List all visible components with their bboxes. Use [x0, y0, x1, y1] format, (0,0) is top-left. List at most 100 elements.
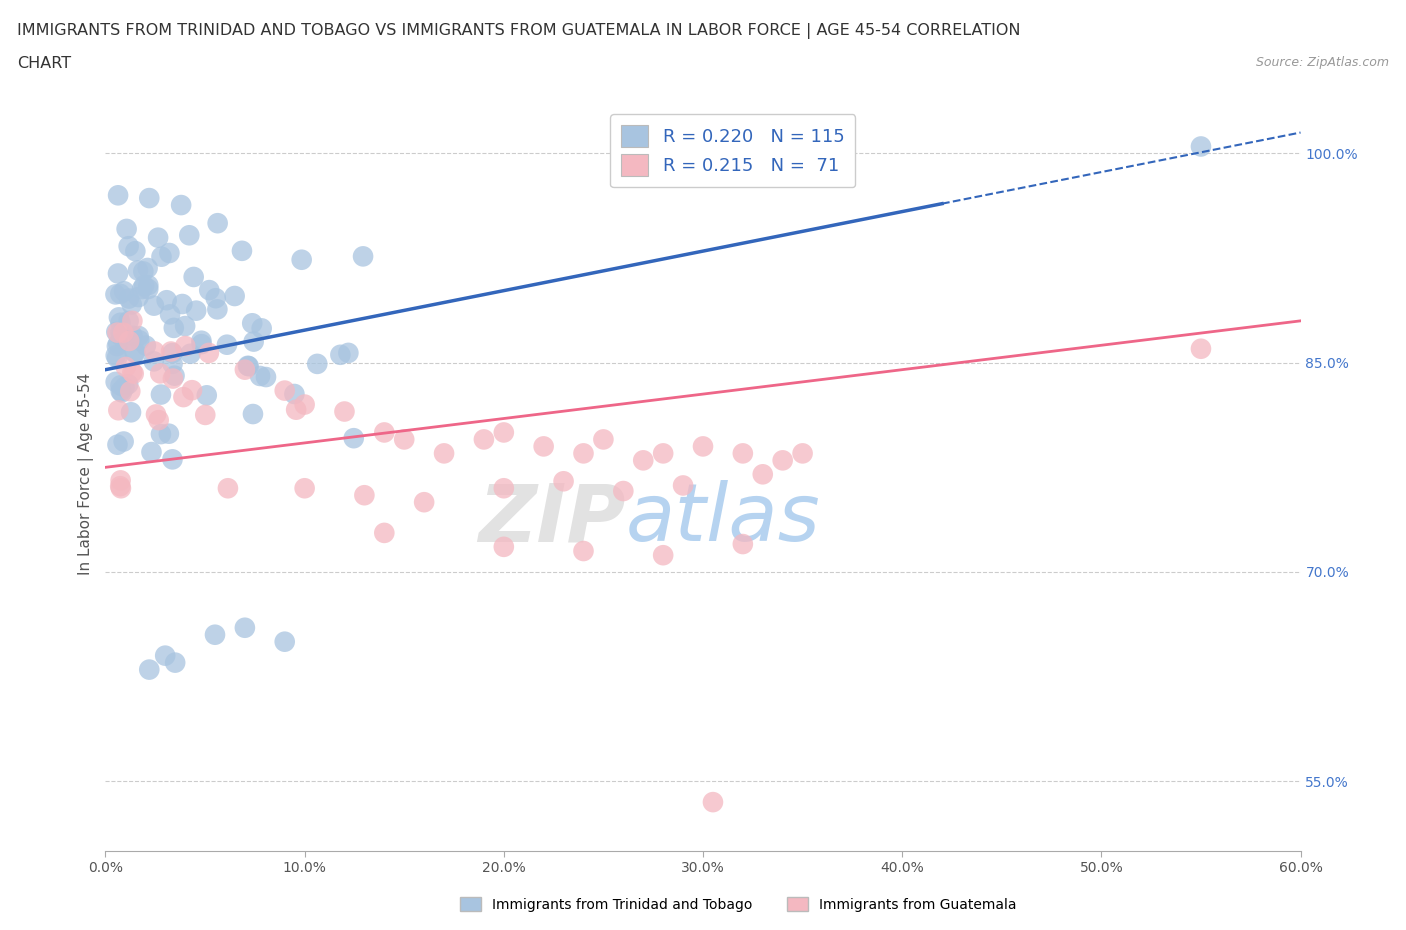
Point: [183, 270, 205, 285]
Point: [1189, 140, 1212, 154]
Point: [132, 278, 155, 293]
Point: [163, 321, 186, 336]
Point: [114, 360, 136, 375]
Point: [283, 387, 305, 402]
Point: [117, 239, 139, 254]
Point: [105, 351, 128, 365]
Point: [121, 313, 143, 328]
Point: [138, 662, 160, 677]
Point: [136, 260, 159, 275]
Point: [142, 299, 165, 313]
Point: [242, 406, 264, 421]
Point: [373, 425, 395, 440]
Point: [242, 334, 264, 349]
Point: [112, 284, 135, 299]
Point: [143, 344, 166, 359]
Point: [592, 432, 614, 446]
Point: [652, 445, 675, 460]
Point: [149, 427, 172, 442]
Point: [572, 544, 595, 559]
Point: [186, 303, 208, 318]
Point: [107, 437, 129, 452]
Text: IMMIGRANTS FROM TRINIDAD AND TOBAGO VS IMMIGRANTS FROM GUATEMALA IN LABOR FORCE : IMMIGRANTS FROM TRINIDAD AND TOBAGO VS I…: [17, 23, 1021, 39]
Y-axis label: In Labor Force | Age 45-54: In Labor Force | Age 45-54: [79, 373, 94, 576]
Point: [343, 431, 366, 445]
Point: [492, 481, 515, 496]
Point: [163, 368, 186, 383]
Point: [159, 307, 181, 322]
Point: [117, 377, 139, 392]
Point: [148, 413, 170, 428]
Point: [236, 358, 259, 373]
Point: [110, 286, 132, 301]
Point: [181, 383, 204, 398]
Text: ZIP: ZIP: [478, 481, 626, 559]
Point: [110, 326, 132, 340]
Point: [104, 287, 127, 302]
Point: [110, 473, 132, 488]
Point: [170, 198, 193, 213]
Point: [190, 333, 212, 348]
Point: [233, 363, 256, 378]
Point: [240, 316, 263, 331]
Point: [233, 620, 256, 635]
Point: [174, 339, 197, 353]
Point: [138, 191, 160, 206]
Point: [110, 384, 132, 399]
Point: [107, 403, 129, 418]
Point: [731, 537, 754, 551]
Point: [121, 328, 143, 343]
Point: [207, 302, 229, 317]
Point: [141, 445, 163, 459]
Point: [172, 297, 194, 312]
Point: [294, 481, 316, 496]
Legend: R = 0.220   N = 115, R = 0.215   N =  71: R = 0.220 N = 115, R = 0.215 N = 71: [610, 114, 855, 187]
Point: [1189, 341, 1212, 356]
Point: [128, 328, 150, 343]
Point: [162, 452, 184, 467]
Point: [153, 648, 177, 663]
Point: [224, 288, 246, 303]
Point: [162, 346, 184, 361]
Point: [136, 282, 159, 297]
Point: [353, 488, 375, 503]
Point: [533, 439, 555, 454]
Point: [157, 246, 180, 260]
Point: [108, 310, 131, 325]
Point: [702, 794, 724, 809]
Point: [373, 525, 395, 540]
Point: [110, 315, 132, 330]
Point: [194, 407, 217, 422]
Point: [104, 375, 127, 390]
Point: [121, 365, 143, 379]
Point: [108, 479, 131, 494]
Point: [120, 384, 142, 399]
Point: [107, 188, 129, 203]
Point: [162, 371, 184, 386]
Point: [149, 387, 172, 402]
Point: [553, 474, 575, 489]
Point: [250, 321, 273, 336]
Point: [118, 291, 141, 306]
Point: [149, 366, 172, 381]
Point: [112, 434, 135, 449]
Point: [204, 628, 226, 643]
Point: [107, 326, 129, 340]
Point: [772, 453, 794, 468]
Point: [104, 348, 127, 363]
Point: [114, 379, 136, 394]
Point: [198, 345, 221, 360]
Point: [110, 329, 132, 344]
Point: [731, 445, 754, 460]
Point: [120, 405, 142, 419]
Point: [792, 445, 814, 460]
Point: [633, 453, 655, 468]
Point: [127, 263, 149, 278]
Point: [249, 368, 271, 383]
Point: [128, 333, 150, 348]
Point: [105, 339, 128, 353]
Point: [128, 289, 150, 304]
Point: [115, 221, 138, 236]
Point: [105, 325, 128, 339]
Point: [291, 252, 314, 267]
